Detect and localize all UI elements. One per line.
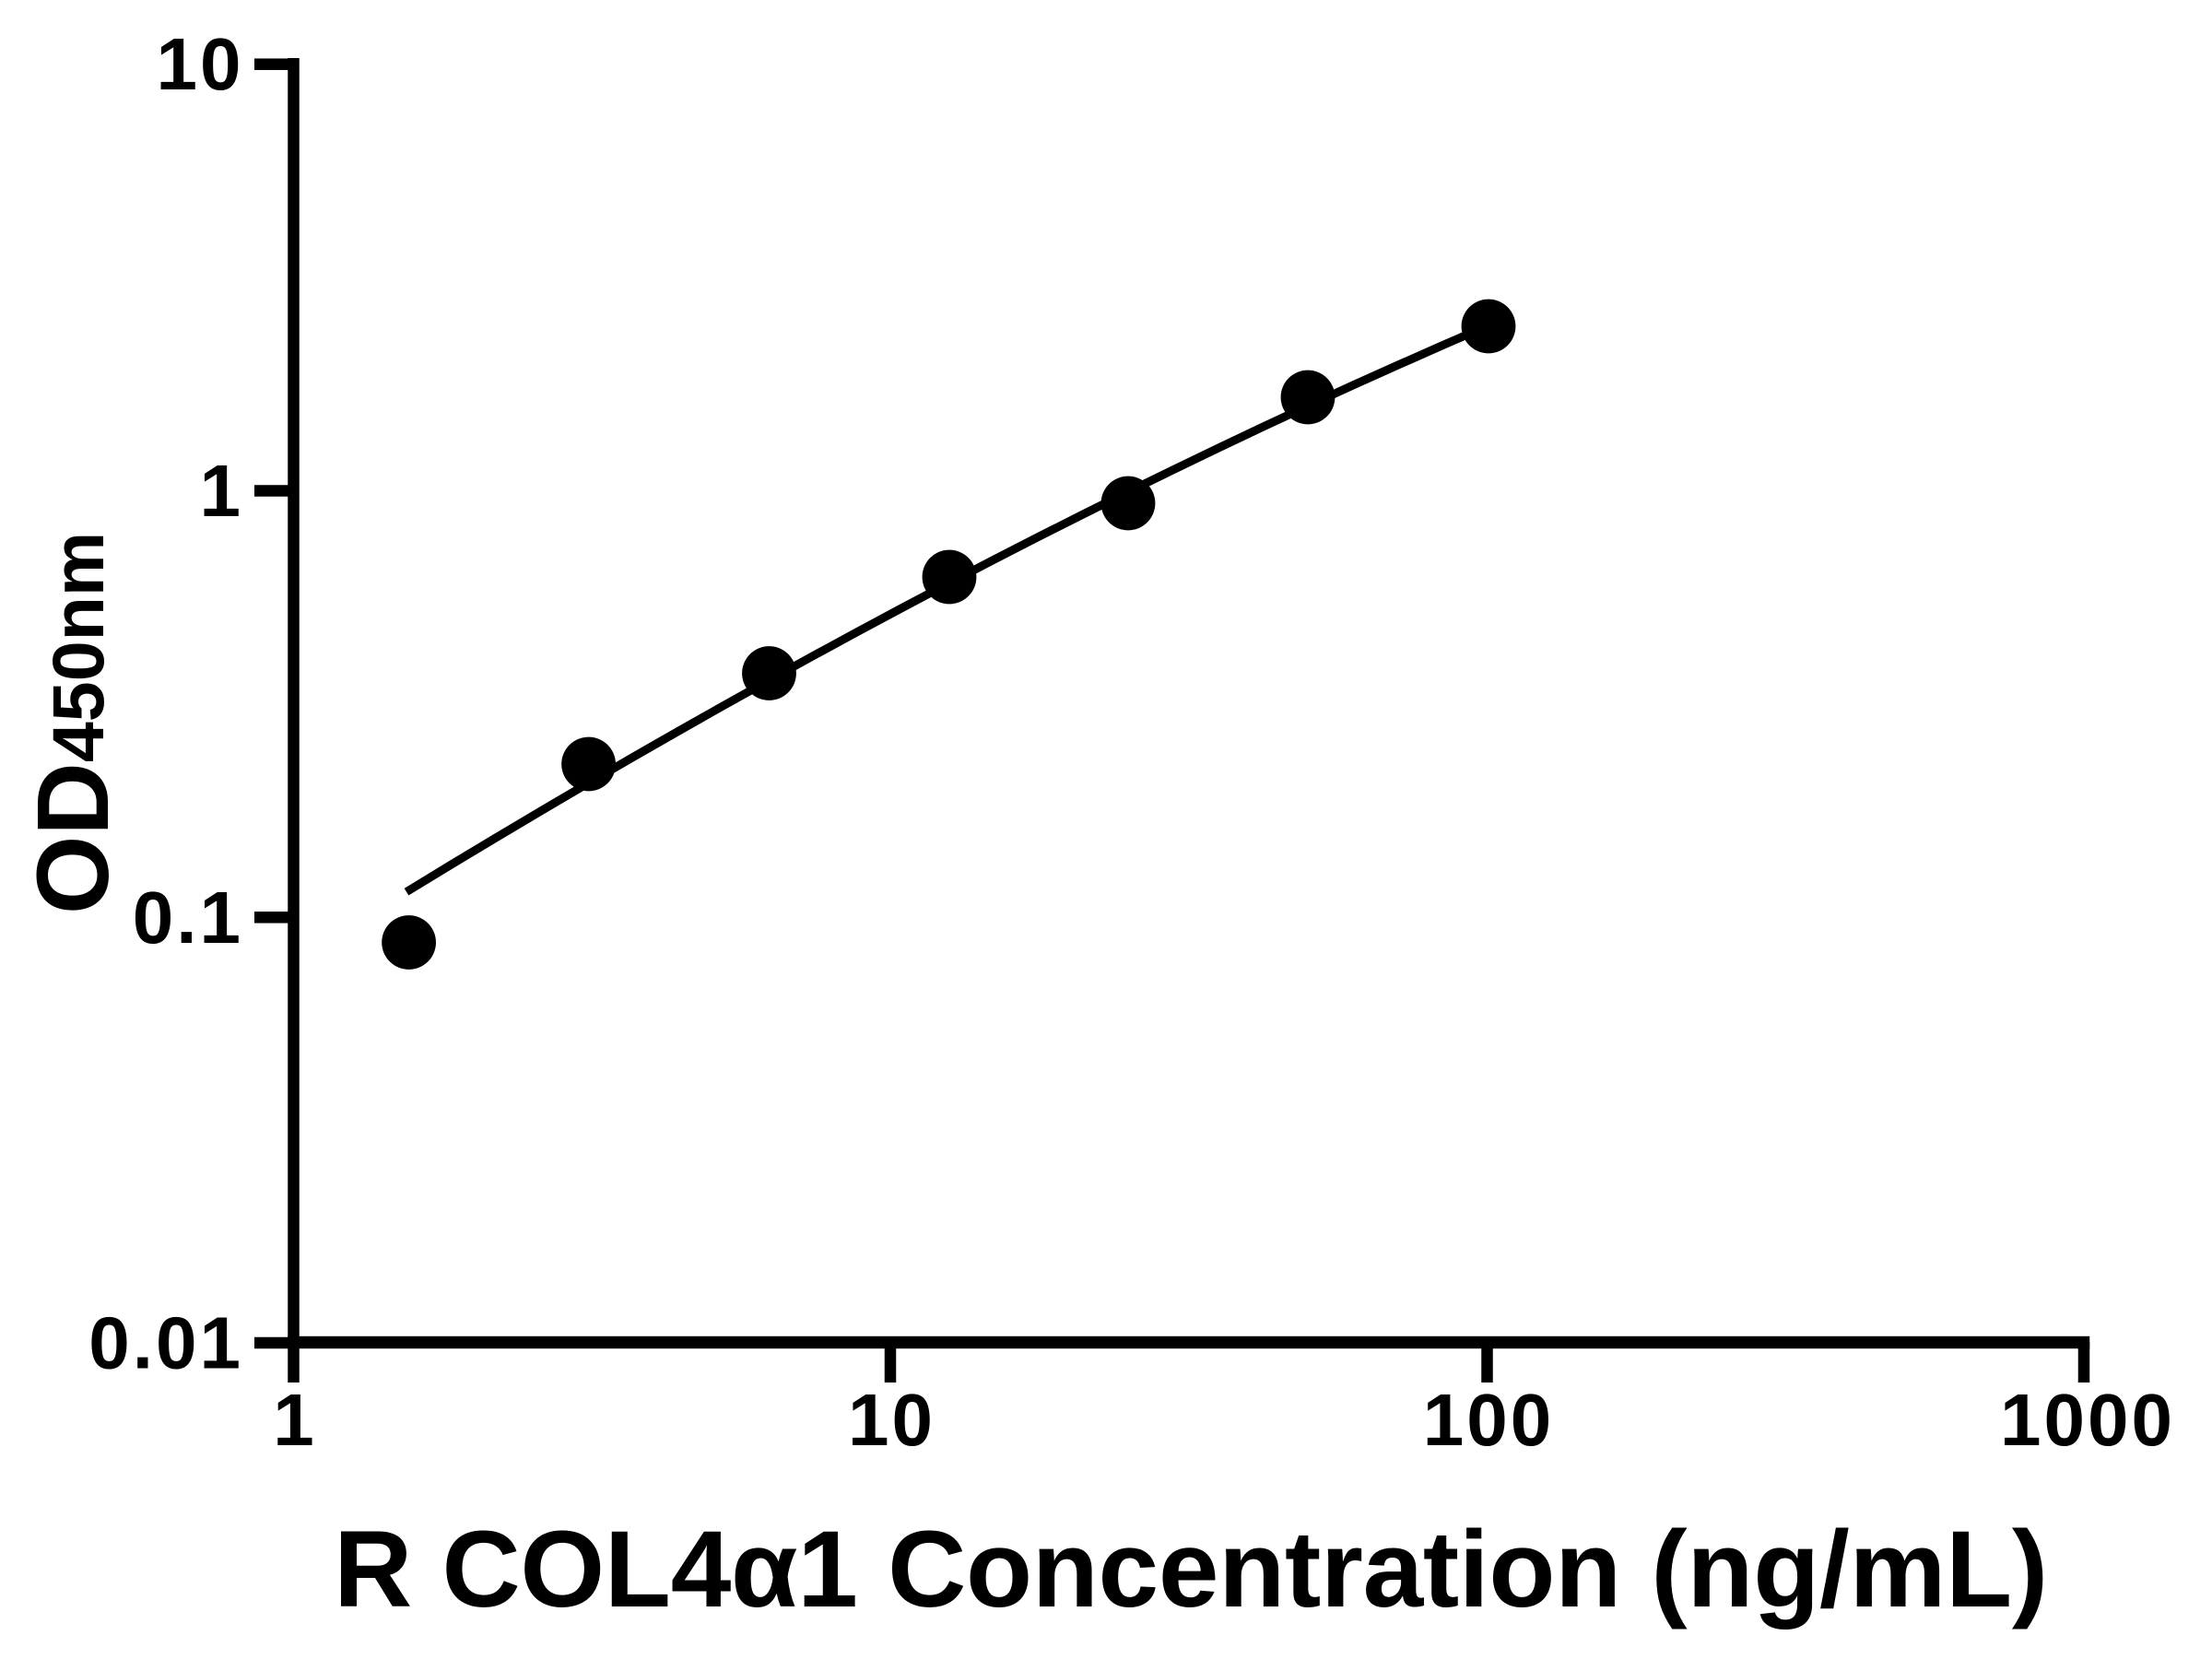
svg-text:10: 10 — [848, 1379, 935, 1461]
svg-text:1000: 1000 — [2000, 1379, 2175, 1461]
svg-text:100: 100 — [1423, 1379, 1554, 1461]
svg-text:1: 1 — [200, 450, 244, 532]
svg-text:R COL4α1 Concentration (ng/mL): R COL4α1 Concentration (ng/mL) — [334, 1509, 2048, 1630]
svg-text:0.1: 0.1 — [133, 877, 243, 959]
svg-text:10: 10 — [157, 23, 244, 105]
svg-text:1: 1 — [273, 1379, 317, 1461]
svg-text:0.01: 0.01 — [88, 1302, 243, 1384]
